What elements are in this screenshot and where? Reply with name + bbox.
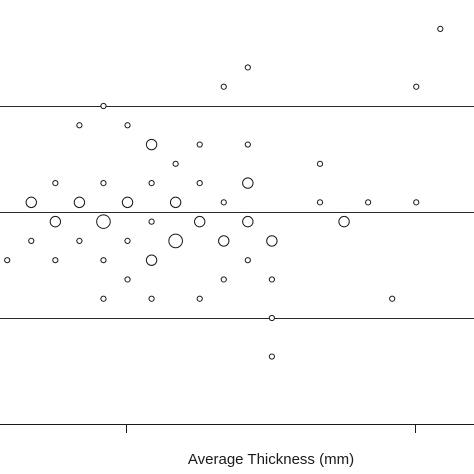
data-point <box>76 237 83 245</box>
data-point <box>121 196 134 209</box>
data-point <box>124 276 131 283</box>
data-point <box>145 138 158 151</box>
data-point <box>124 122 131 129</box>
data-point <box>196 141 203 148</box>
data-point <box>244 141 251 148</box>
data-point <box>100 295 107 302</box>
x-axis-label: Average Thickness (mm) <box>188 451 354 468</box>
data-point <box>168 233 183 249</box>
x-axis-ticks <box>126 424 416 433</box>
data-point <box>169 196 182 209</box>
data-point <box>220 276 227 283</box>
data-point <box>244 64 251 71</box>
data-point <box>25 196 37 209</box>
data-point <box>172 160 179 167</box>
data-point <box>196 295 203 302</box>
data-point <box>268 353 275 360</box>
data-point <box>413 83 420 90</box>
data-point <box>338 215 350 228</box>
data-point <box>266 235 278 247</box>
data-point <box>220 83 227 90</box>
data-point <box>413 199 420 206</box>
data-point <box>4 257 11 264</box>
data-point <box>268 314 275 322</box>
data-point <box>49 215 62 228</box>
data-point <box>196 179 203 187</box>
data-point <box>124 237 131 245</box>
data-point <box>148 218 155 225</box>
data-points <box>4 25 444 360</box>
data-point <box>76 122 83 129</box>
data-point <box>268 276 275 283</box>
data-point <box>316 199 324 206</box>
data-point <box>100 179 107 187</box>
reference-lines <box>0 106 474 319</box>
data-point <box>365 199 372 206</box>
data-point <box>242 177 254 189</box>
data-point <box>148 295 155 302</box>
data-point <box>244 257 251 264</box>
data-point <box>145 254 158 266</box>
data-point <box>52 257 59 264</box>
data-point <box>52 179 59 187</box>
data-point <box>389 295 396 302</box>
data-point <box>316 160 324 167</box>
data-point <box>220 199 227 206</box>
data-point <box>437 25 444 33</box>
data-point <box>242 215 254 228</box>
data-point <box>96 214 111 229</box>
data-point <box>73 196 86 209</box>
data-point <box>194 215 206 228</box>
data-point <box>100 102 107 110</box>
data-point <box>28 237 35 245</box>
data-point <box>100 257 107 264</box>
data-point <box>148 179 155 187</box>
data-point <box>218 235 230 247</box>
